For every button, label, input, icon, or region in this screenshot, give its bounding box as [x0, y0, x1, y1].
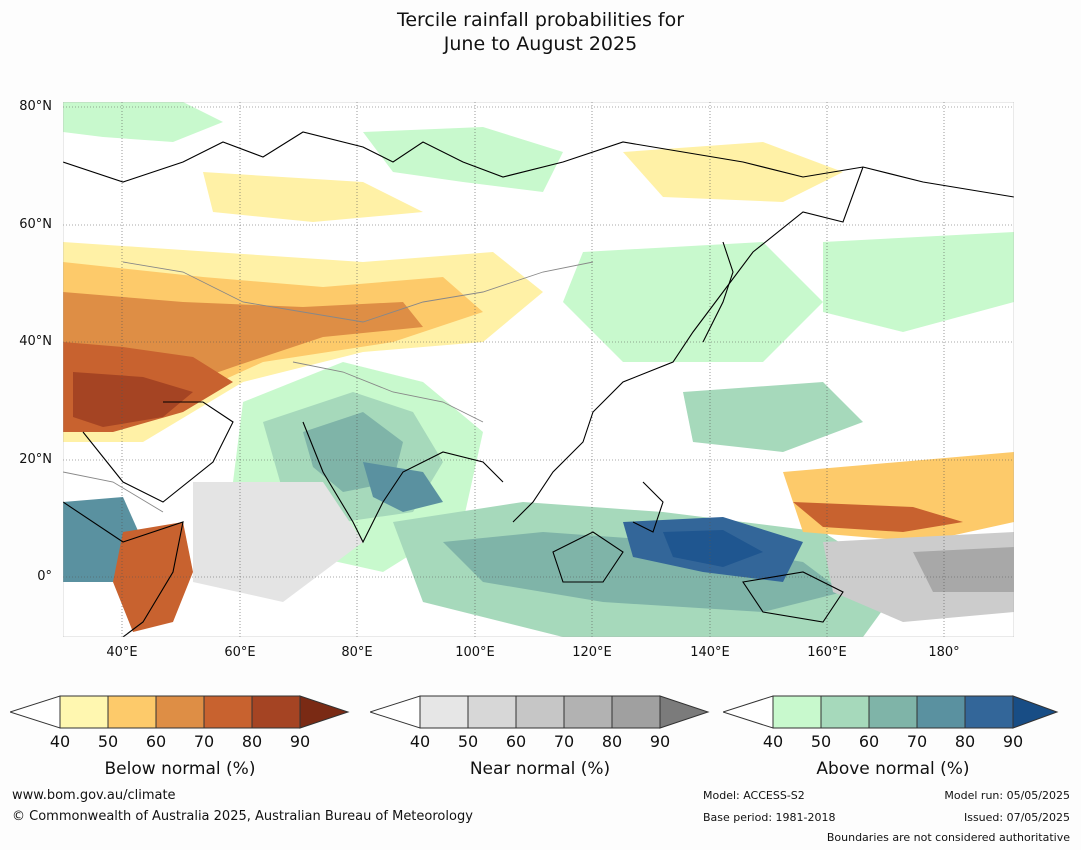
coastline-japan: [702, 241, 734, 343]
tick-label: 50: [97, 732, 119, 751]
colorbar-above-swatch-2: [820, 695, 870, 729]
tick-label: 50: [810, 732, 832, 751]
below-patch-wsiberia: [203, 172, 423, 222]
coastline-borneo: [552, 531, 624, 583]
coastline-eastasia: [512, 166, 864, 523]
tick-label: 40: [409, 732, 431, 751]
tick-label: 70: [553, 732, 575, 751]
lon-label-160e: 160°E: [807, 645, 847, 660]
above-patch-bengal: [363, 462, 443, 512]
coastline-philippines: [632, 481, 664, 533]
tick-label: 80: [954, 732, 976, 751]
coastline-arabia: [82, 401, 234, 503]
lat-label-60n: 60°N: [19, 217, 52, 232]
tick-label: 70: [906, 732, 928, 751]
model-name: Model: ACCESS-S2: [703, 789, 805, 802]
coastline-africa: [63, 501, 184, 637]
above-patch-siberia: [363, 127, 563, 192]
colorbar-above-title: Above normal (%): [816, 759, 970, 779]
rainfall-probability-map: [63, 102, 1014, 637]
colorbar-below-swatch-2: [107, 695, 157, 729]
lat-label-40n: 40°N: [19, 334, 52, 349]
colorbar-near-swatch-3: [515, 695, 565, 729]
border-central-asia: [122, 261, 594, 323]
colorbar-near-extend-low: [370, 695, 421, 729]
colorbar-below-extend-high: [299, 695, 350, 729]
map-title: Tercile rainfall probabilities for June …: [0, 8, 1081, 56]
colorbar-below-extend-low: [10, 695, 61, 729]
colorbar-above-swatch-1: [772, 695, 822, 729]
lon-label-120e: 120°E: [572, 645, 612, 660]
title-line-2: June to August 2025: [443, 33, 638, 55]
lon-label-60e: 60°E: [224, 645, 256, 660]
colorbar-near-swatch-5: [611, 695, 661, 729]
above-patch-pacific-north: [823, 232, 1014, 332]
colorbar-near-normal: [370, 695, 710, 729]
lon-label-40e: 40°E: [106, 645, 138, 660]
above-patch-maritime-4: [663, 530, 763, 567]
coastline-india: [302, 421, 504, 544]
below-patch-nesiberia: [623, 142, 843, 202]
colorbar-below-swatch-4: [203, 695, 253, 729]
tick-label: 40: [49, 732, 71, 751]
coastline-arctic: [63, 131, 1014, 198]
tick-label: 50: [457, 732, 479, 751]
colorbar-above-extend-low: [723, 695, 774, 729]
colorbar-near-swatch-2: [467, 695, 517, 729]
bom-url-link[interactable]: www.bom.gov.au/climate: [12, 788, 176, 803]
near-patch-indocean: [193, 482, 363, 602]
tick-label: 80: [241, 732, 263, 751]
colorbar-below-swatch-1: [59, 695, 109, 729]
lat-label-80n: 80°N: [19, 99, 52, 114]
border-china-india: [292, 361, 484, 423]
border-africa: [63, 471, 164, 513]
base-period: Base period: 1981-2018: [703, 811, 836, 824]
tick-label: 90: [649, 732, 671, 751]
lon-label-100e: 100°E: [455, 645, 495, 660]
boundaries-disclaimer: Boundaries are not considered authoritat…: [826, 831, 1070, 844]
tick-label: 70: [193, 732, 215, 751]
tick-label: 60: [505, 732, 527, 751]
copyright-text: © Commonwealth of Australia 2025, Austra…: [12, 809, 473, 824]
lat-label-0: 0°: [37, 569, 52, 584]
model-run-date: Model run: 05/05/2025: [944, 789, 1070, 802]
colorbar-below-swatch-5: [251, 695, 301, 729]
above-patch-wpacific: [683, 382, 863, 452]
below-patch-pacific-2: [793, 502, 963, 532]
issued-date: Issued: 07/05/2025: [963, 811, 1070, 824]
colorbar-near-swatch-1: [419, 695, 469, 729]
title-line-1: Tercile rainfall probabilities for: [396, 9, 685, 31]
colorbar-above-normal: [723, 695, 1059, 729]
lat-label-20n: 20°N: [19, 452, 52, 467]
colorbar-below-title: Below normal (%): [104, 759, 256, 779]
colorbar-above-extend-high: [1012, 695, 1059, 729]
tick-label: 80: [601, 732, 623, 751]
colorbar-below-normal: [10, 695, 350, 729]
near-patch-pacific-2: [913, 547, 1014, 592]
colorbar-below-swatch-3: [155, 695, 205, 729]
tick-label: 90: [1002, 732, 1024, 751]
colorbar-near-swatch-4: [563, 695, 613, 729]
lon-label-80e: 80°E: [341, 645, 373, 660]
coastline-newguinea: [742, 571, 844, 623]
colorbar-near-extend-high: [659, 695, 710, 729]
tick-label: 60: [858, 732, 880, 751]
lon-label-140e: 140°E: [690, 645, 730, 660]
tick-label: 60: [145, 732, 167, 751]
colorbar-above-swatch-3: [868, 695, 918, 729]
above-patch-eastasia: [563, 242, 823, 362]
colorbar-near-title: Near normal (%): [469, 759, 611, 779]
above-patch-arctic: [63, 102, 223, 142]
below-patch-middleeast-2: [73, 372, 193, 427]
tick-label: 40: [762, 732, 784, 751]
lon-label-180: 180°: [928, 645, 960, 660]
colorbar-above-swatch-4: [916, 695, 966, 729]
tick-label: 90: [289, 732, 311, 751]
colorbar-above-swatch-5: [964, 695, 1014, 729]
